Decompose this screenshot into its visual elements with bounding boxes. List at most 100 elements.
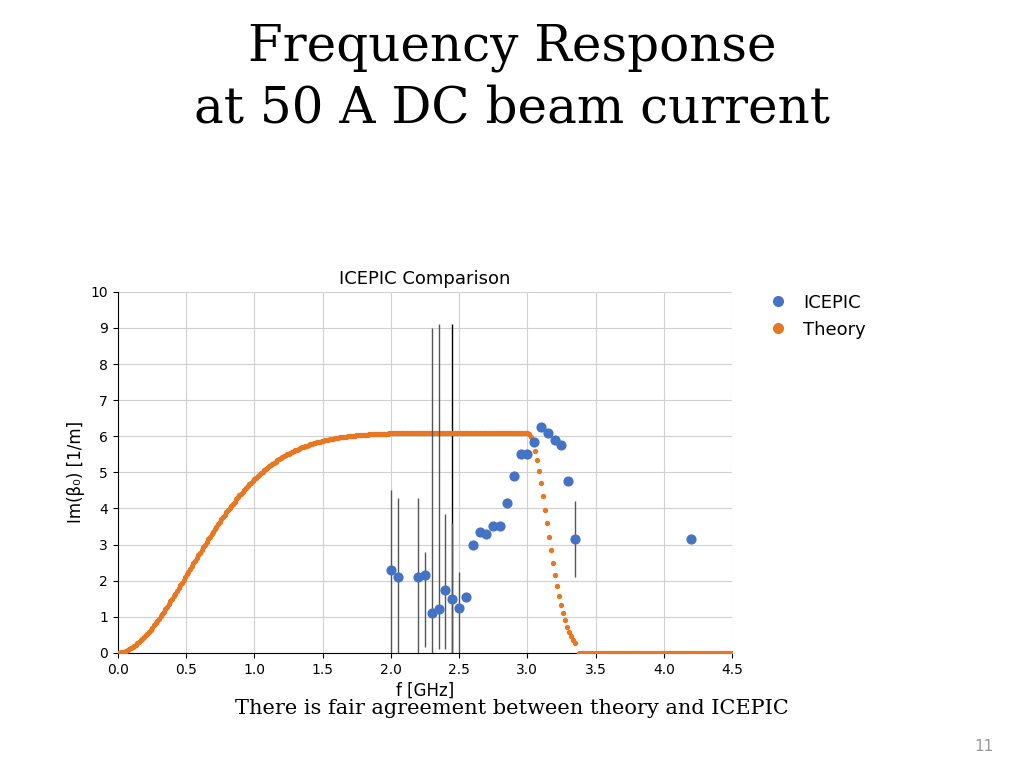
Point [112, 647, 128, 659]
Point [711, 647, 727, 659]
Point [371, 428, 387, 440]
Title: ICEPIC Comparison: ICEPIC Comparison [339, 270, 511, 287]
Point [258, 463, 274, 475]
Point [166, 590, 182, 602]
Point [151, 613, 167, 625]
Point [396, 427, 413, 439]
Point [620, 647, 636, 659]
Point [259, 462, 275, 474]
Point [223, 500, 240, 512]
Point [452, 426, 468, 439]
Point [404, 427, 421, 439]
Point [644, 647, 660, 659]
Text: 11: 11 [974, 739, 993, 754]
Point [322, 433, 338, 445]
Point [191, 547, 208, 559]
Point [541, 531, 557, 543]
Point [361, 429, 378, 441]
Point [162, 595, 178, 607]
Point [716, 647, 732, 659]
Point [658, 647, 675, 659]
Point [132, 634, 148, 647]
Point [462, 426, 478, 439]
Point [596, 647, 612, 659]
Point [408, 427, 424, 439]
Point [343, 430, 359, 442]
Point [270, 453, 287, 465]
Point [419, 427, 435, 439]
Point [145, 619, 162, 631]
Point [722, 647, 738, 659]
Point [231, 489, 248, 502]
Point [429, 426, 445, 439]
Point [465, 538, 481, 551]
Point [204, 528, 220, 541]
Point [212, 515, 228, 528]
Point [608, 647, 625, 659]
Point [313, 435, 330, 447]
Point [264, 458, 281, 470]
Point [284, 445, 300, 458]
Point [118, 645, 134, 657]
Point [287, 444, 303, 456]
Point [539, 518, 555, 530]
Point [700, 647, 717, 659]
Point [424, 607, 440, 619]
Point [574, 647, 591, 659]
Point [720, 647, 736, 659]
Point [220, 504, 237, 516]
Text: There is fair agreement between theory and ICEPIC: There is fair agreement between theory a… [236, 699, 788, 718]
Point [169, 584, 185, 597]
Point [421, 427, 437, 439]
Point [676, 647, 692, 659]
Point [121, 643, 137, 655]
Point [506, 470, 522, 482]
Point [340, 430, 356, 442]
Point [368, 428, 384, 440]
Point [147, 617, 164, 629]
Point [425, 426, 441, 439]
Point [641, 647, 657, 659]
Point [663, 647, 679, 659]
Point [430, 604, 446, 616]
Point [136, 631, 153, 644]
Point [414, 427, 430, 439]
Point [498, 426, 514, 439]
Point [207, 523, 223, 535]
Point [519, 449, 536, 461]
Point [389, 571, 406, 583]
Point [242, 478, 258, 491]
Point [417, 569, 433, 581]
Point [351, 429, 368, 442]
Point [365, 428, 381, 440]
Point [547, 434, 563, 446]
Point [427, 426, 443, 439]
Point [150, 615, 166, 627]
Point [367, 428, 383, 440]
Point [300, 439, 316, 451]
Point [505, 426, 521, 439]
Point [373, 428, 389, 440]
Point [479, 426, 496, 439]
Point [622, 647, 638, 659]
Point [629, 647, 645, 659]
Point [670, 647, 686, 659]
Point [370, 428, 386, 440]
Point [172, 579, 188, 591]
Point [199, 536, 215, 548]
Point [571, 647, 588, 659]
Point [646, 647, 663, 659]
Point [154, 607, 170, 620]
Point [430, 426, 446, 439]
Point [705, 647, 721, 659]
Point [210, 518, 226, 531]
Point [691, 647, 708, 659]
Point [164, 593, 180, 605]
Point [424, 427, 440, 439]
Point [278, 449, 294, 462]
Point [232, 488, 249, 500]
Point [110, 647, 126, 659]
Point [362, 429, 379, 441]
Point [489, 426, 506, 439]
Point [240, 480, 256, 492]
